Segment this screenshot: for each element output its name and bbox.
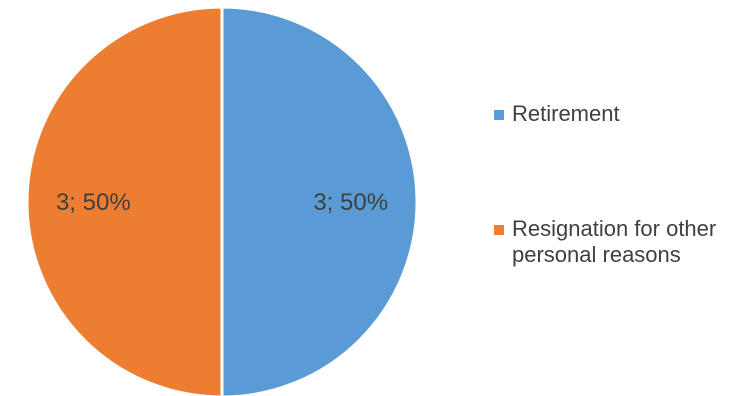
legend-swatch-resignation [494,225,504,235]
legend-label-resignation: Resignation for other personal reasons [512,216,717,267]
data-label-0: 3; 50% [313,189,388,216]
legend-label-retirement: Retirement [512,101,620,126]
pie-slice-1 [25,5,224,396]
pie-slice-0 [220,5,419,396]
data-label-1: 3; 50% [56,189,131,216]
legend: Retirement Resignation for other persona… [494,0,734,396]
legend-swatch-retirement [494,110,504,120]
legend-item-resignation: Resignation for other personal reasons [494,216,722,268]
legend-item-retirement: Retirement [494,101,722,127]
